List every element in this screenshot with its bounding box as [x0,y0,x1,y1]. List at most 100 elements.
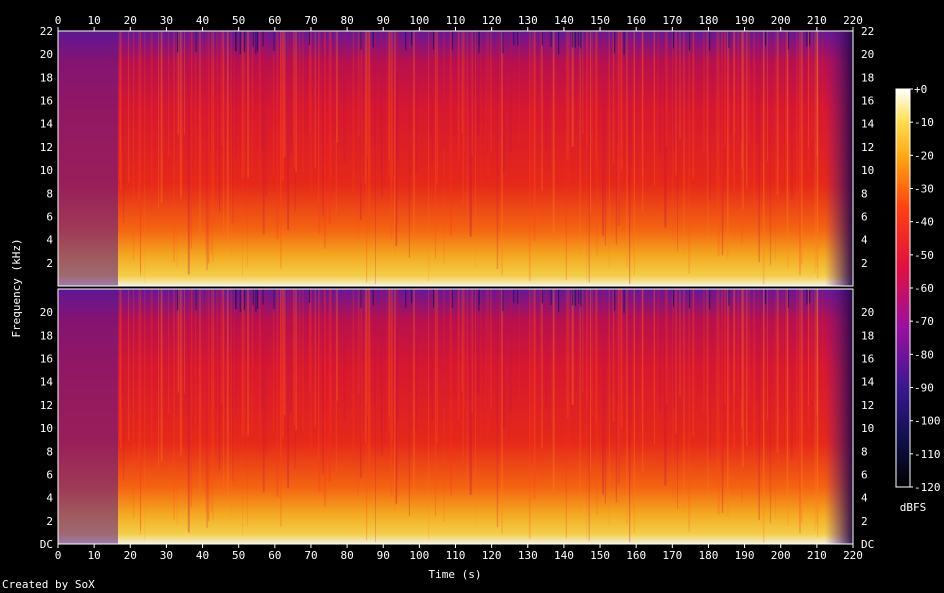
texture-streak [508,31,510,183]
texture-streak [187,31,190,275]
texture-top-gap [433,289,435,308]
texture-streak [741,31,743,244]
texture-streak [469,31,472,237]
texture-streak [194,31,197,197]
texture-streak [706,289,709,497]
texture-streak [653,31,655,154]
texture-top-gap [234,289,236,309]
texture-streak [413,31,415,234]
texture-streak [552,31,555,234]
texture-streak [211,31,213,254]
y-tick-label-top-right: 2 [861,257,868,270]
texture-streak [630,31,632,168]
y-tick-label-bottom-left: 2 [46,515,53,528]
y-tick-label-bottom-right: 6 [861,468,868,481]
channel-top-plot [58,31,853,286]
texture-top-gap [255,31,257,54]
texture-top-gap [572,289,574,306]
texture-streak [531,31,534,209]
texture-streak [294,289,296,470]
y-tick-label-bottom-right: 20 [861,306,874,319]
texture-streak [466,289,468,478]
texture-top-gap [623,289,625,313]
texture-top-gap [451,289,453,309]
texture-streak [205,31,207,255]
texture-streak [391,289,393,439]
texture-streak [703,289,705,412]
texture-top-gap [372,289,374,306]
x-tick-label-top: 220 [843,14,863,27]
texture-streak [703,31,705,154]
texture-streak [798,31,800,197]
y-tick-label-bottom-right: DC [861,538,874,551]
texture-top-gap [360,31,362,50]
texture-streak [565,289,567,539]
texture-streak [733,289,735,395]
texture-streak [620,31,623,170]
texture-streak [588,289,590,541]
texture-streak [811,31,813,142]
texture-streak [657,31,659,212]
texture-streak [616,31,618,171]
texture-streak [235,31,237,159]
texture-streak [816,31,818,267]
texture-streak [490,31,492,152]
texture-streak [677,31,678,252]
texture-streak [368,31,370,222]
texture-streak [395,31,398,246]
texture-streak [728,289,730,451]
texture-streak [292,31,295,144]
texture-top-gap [580,31,582,49]
y-tick-label-bottom-left: 8 [46,445,53,458]
texture-streak [816,289,818,525]
x-tick-label-bottom: 120 [482,549,502,562]
texture-streak [212,289,215,482]
texture-streak [608,31,610,268]
x-tick-label-top: 90 [377,14,390,27]
x-tick-label-bottom: 160 [626,549,646,562]
texture-streak [675,289,677,434]
texture-streak [756,31,759,144]
y-tick-label-top-right: 10 [861,164,874,177]
texture-streak [158,289,160,467]
texture-streak [434,289,437,517]
texture-streak [231,289,233,482]
texture-streak [733,31,735,137]
texture-streak [519,289,521,400]
texture-streak [207,289,210,522]
texture-streak [480,289,482,451]
texture-streak [323,289,327,507]
y-tick-label-bottom-left: DC [40,538,53,551]
texture-streak [357,31,360,137]
texture-streak [737,289,739,402]
texture-streak [721,289,724,514]
texture-streak [415,31,418,172]
texture-streak [508,289,510,441]
texture-streak [763,289,765,500]
texture-streak [692,31,695,179]
texture-streak [384,31,386,189]
texture-streak [120,31,122,190]
texture-top-gap [405,289,407,309]
texture-streak [261,31,264,152]
x-tick-label-bottom: 70 [304,549,317,562]
x-tick-label-bottom: 20 [124,549,137,562]
texture-streak [617,31,620,227]
texture-streak [365,31,368,146]
texture-streak [283,289,286,416]
texture-streak [744,289,746,429]
texture-streak [429,31,431,138]
texture-top-gap [578,31,580,47]
texture-streak [740,289,742,399]
texture-streak [498,31,500,204]
texture-streak [799,31,801,276]
texture-streak [160,289,163,461]
y-tick-label-bottom-right: 8 [861,445,868,458]
texture-streak [683,289,685,513]
texture-streak [428,289,430,540]
texture-streak [119,289,121,440]
texture-streak [335,31,336,142]
texture-streak [144,289,146,542]
texture-streak [265,289,267,456]
x-tick-label-top: 70 [304,14,317,27]
